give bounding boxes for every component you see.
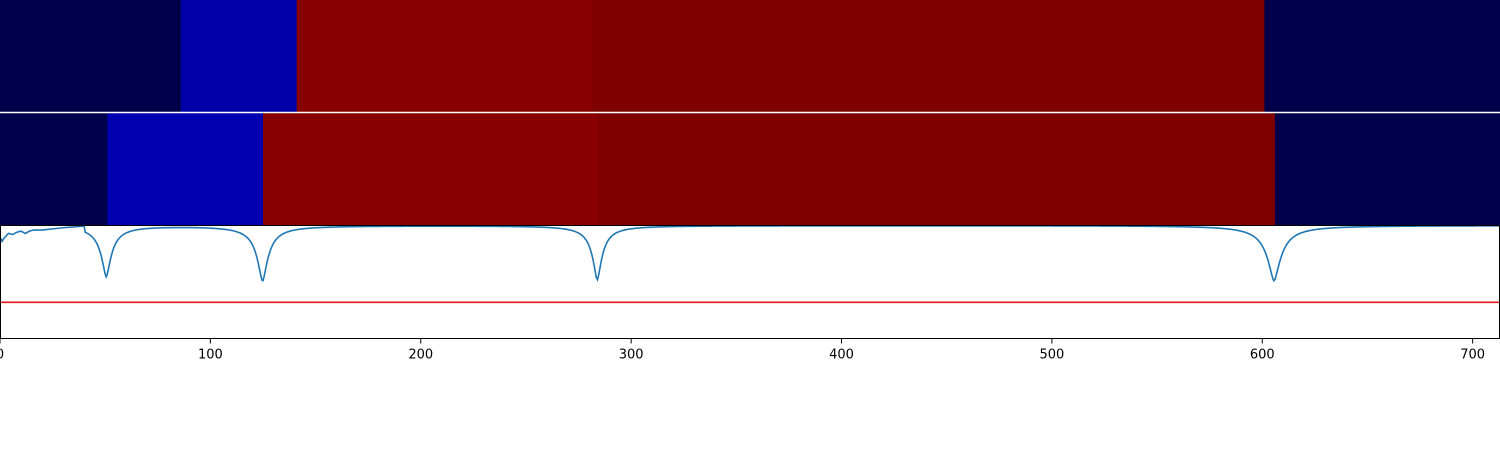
x-tick-label: 0 <box>0 348 4 363</box>
x-tick-label: 500 <box>1039 348 1064 363</box>
top-heatmap-segment-3 <box>591 0 1265 113</box>
middle-heatmap-segment-0 <box>0 113 108 226</box>
top-heatmap-segment-4 <box>1264 0 1500 113</box>
middle-heatmap-segment-1 <box>107 113 264 226</box>
x-axis: 0 100 200 300 400 500 600 700 <box>0 338 1485 363</box>
x-tick-label: 100 <box>198 348 223 363</box>
top-heatmap-segment-2 <box>296 0 592 113</box>
x-tick-label: 200 <box>408 348 433 363</box>
line-plot-panel <box>0 225 1500 339</box>
x-tick-label: 700 <box>1460 348 1485 363</box>
middle-heatmap-segment-3 <box>597 113 1276 226</box>
middle-heatmap-panel <box>0 113 1500 226</box>
middle-heatmap-segment-2 <box>262 113 599 226</box>
x-tick-label: 600 <box>1250 348 1275 363</box>
top-heatmap-panel <box>0 0 1500 113</box>
x-tick-label: 400 <box>829 348 854 363</box>
top-heatmap-segment-0 <box>0 0 182 113</box>
middle-heatmap-segment-4 <box>1274 113 1500 226</box>
top-heatmap-segment-1 <box>180 0 298 113</box>
plot-frame <box>0 225 1500 339</box>
x-tick-label: 300 <box>619 348 644 363</box>
series-line <box>0 225 1500 283</box>
